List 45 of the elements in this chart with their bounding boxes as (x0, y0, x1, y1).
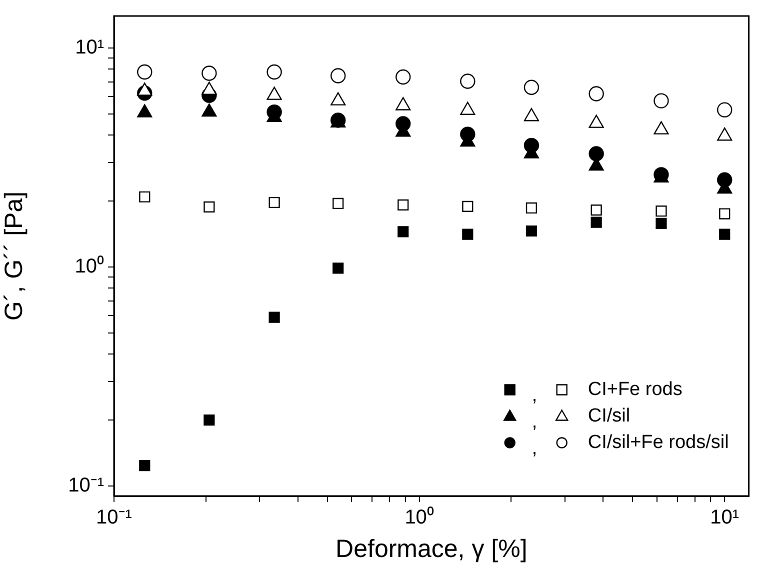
annotation: , (532, 411, 538, 432)
x-tick-label: 10⁻¹ (96, 506, 132, 529)
x-tick-label: 10¹ (710, 506, 740, 529)
point (656, 218, 667, 230)
point (588, 146, 604, 162)
point (398, 226, 409, 238)
y-tick-label: 10⁰ (74, 254, 104, 278)
point (330, 68, 346, 84)
point (398, 199, 409, 210)
x-tick-label: 10⁰ (404, 506, 434, 529)
point (332, 198, 344, 210)
point (526, 225, 538, 237)
point (268, 312, 280, 323)
legend-label: CI+Fe rods (588, 378, 682, 400)
y-tick-label: 10¹ (75, 36, 104, 59)
legend-label: CI/sil (588, 405, 630, 426)
y-tick-label: 10⁻¹ (68, 474, 104, 496)
point (526, 202, 538, 214)
point (204, 201, 215, 212)
point (524, 80, 540, 95)
point (588, 86, 604, 102)
point (204, 414, 215, 426)
annotation: , (532, 384, 538, 406)
point (656, 206, 667, 217)
point (139, 191, 150, 202)
y-axis-title: G´, G´´ [Pa] (0, 191, 28, 321)
legend-label: CI/sil+Fe rods/sil (588, 432, 729, 453)
point (266, 64, 282, 80)
point (590, 216, 602, 228)
point (460, 74, 476, 89)
point (462, 200, 474, 212)
point (202, 66, 217, 81)
point (719, 208, 730, 220)
point (396, 69, 411, 85)
point (268, 196, 280, 208)
point (137, 64, 152, 80)
point (332, 262, 344, 274)
point (462, 228, 474, 240)
point (139, 460, 150, 472)
x-axis-title: Deformace, γ [%] (336, 534, 528, 563)
point (719, 228, 730, 240)
point (654, 93, 669, 108)
annotation: , (532, 438, 538, 459)
point (590, 204, 602, 216)
point (717, 102, 732, 118)
